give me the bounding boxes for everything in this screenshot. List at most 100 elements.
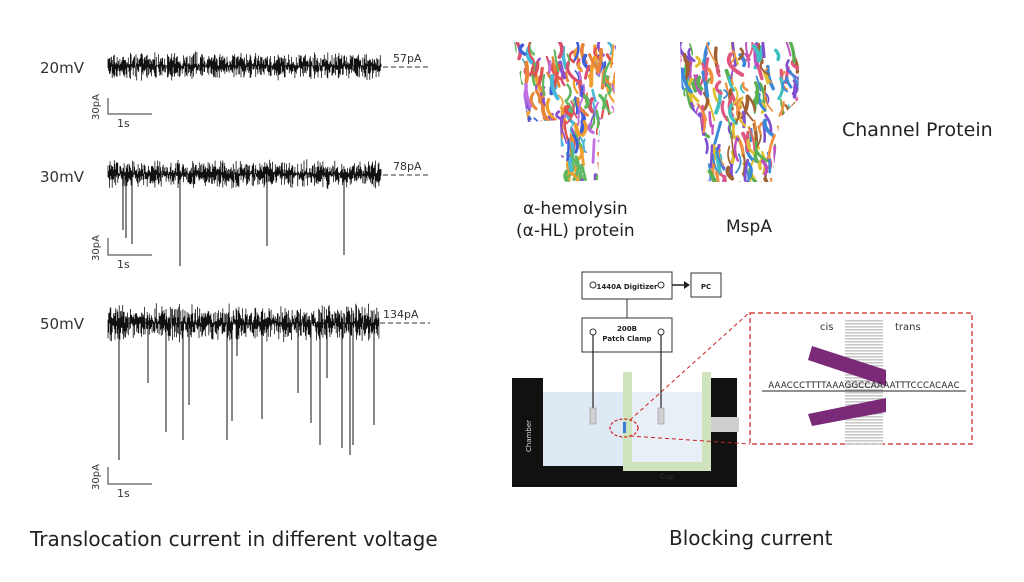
hemolysin-strand [605,160,612,178]
hemolysin-strand [598,129,602,140]
hemolysin-strand [517,166,523,182]
mspa-strand [733,139,740,162]
hemolysin-strand [525,148,536,162]
patch-clamp-label-1: 200B [617,325,637,333]
hemolysin-strand [573,42,580,62]
mspa-strand [688,115,696,132]
mspa-strand [778,100,785,117]
hemolysin-strand [574,96,579,115]
current-label-57pa: 57pA [393,52,422,65]
scale-x-label: 1s [117,258,130,271]
hemolysin-strand [588,53,601,73]
trace-30mv-noise [107,159,382,190]
mspa-strand [680,174,685,182]
mspa-strand [697,162,704,182]
hemolysin-strand [523,167,531,182]
mspa-strand [735,111,741,124]
mspa-strand [726,115,732,139]
hemolysin-strand [611,77,616,103]
scale-x-label: 1s [117,487,130,500]
hemolysin-strand [542,141,549,156]
hemolysin-strand [530,137,537,158]
mspa-strand [731,136,736,158]
mspa-strand [680,55,682,79]
mspa-strand [720,100,730,122]
hemolysin-strand [541,74,546,97]
trace-20mv-noise [107,51,382,81]
mspa-strand [756,184,760,195]
mspa-strand [745,42,754,62]
hemolysin-strand [556,144,564,158]
hemolysin-strand [615,136,616,151]
voltage-label-50mv: 50mV [40,315,84,333]
trace-50mv-noise [107,303,380,343]
hemolysin-strand [520,108,526,122]
lipid-stripe [845,434,883,436]
mspa-strand [795,133,800,156]
mspa-strand [773,171,781,182]
mspa-strand [774,152,781,169]
hemolysin-strand [523,148,532,166]
hemolysin-strand [577,179,582,182]
hemolysin-strand [549,125,559,145]
hemolysin-strand [564,71,570,83]
mspa-strand [686,130,701,155]
mspa-strand [695,105,700,120]
mspa-strand [783,158,794,182]
hemolysin-strand [602,60,611,84]
lipid-stripe [845,395,883,397]
mspa-strand [675,178,678,191]
callout-line-top [629,311,751,421]
hemolysin-strand [537,120,544,145]
hemolysin-strand [566,160,575,180]
mspa-strand [725,165,735,181]
hemolysin-strand [535,127,544,148]
hemolysin-strand [586,122,595,135]
hemolysin-strand [551,144,558,159]
mspa-strand [712,87,719,103]
hemolysin-strand [566,137,570,162]
hemolysin-strand [613,68,616,93]
lipid-stripe [845,362,883,364]
chamber-label: Chamber [525,420,533,452]
hemolysin-strand [548,142,560,165]
hemolysin-strand [514,42,517,57]
mspa-strand [759,59,770,76]
hemolysin-strand [514,171,519,182]
mspa-strand [796,175,800,182]
mspa-strand [685,138,693,152]
hemolysin-strand [584,64,591,80]
hemolysin-strand [533,117,540,129]
mspa-strand [701,110,707,134]
mspa-strand [784,104,790,121]
hemolysin-strand [543,165,551,181]
lipid-stripe [845,356,883,358]
scale-y-label: 30pA [91,235,102,261]
mspa-strand [702,165,707,182]
hemolysin-strand [530,65,538,77]
mspa-strand [680,154,684,176]
mspa-strand [688,156,696,169]
hemolysin-strand [522,118,533,142]
hemolysin-strand [580,163,588,182]
mspa-strand [787,42,796,64]
hemolysin-strand [580,178,589,182]
mspa-label: MspA [726,217,772,237]
mspa-strand [774,48,781,62]
mspa-strand [681,160,685,179]
mspa-strand [707,67,714,85]
mspa-strand [777,144,784,167]
hemolysin-strand [529,177,535,182]
lipid-stripe [845,353,883,355]
lipid-stripe [845,383,883,385]
hemolysin-strand [602,153,616,176]
pore-top [808,346,886,386]
mspa-strand [680,163,682,182]
mspa-strand [754,90,760,105]
mspa-strand [763,177,771,182]
hemolysin-strand [550,146,558,160]
mspa-strand [681,67,693,94]
hemolysin-strand [558,94,564,109]
lipid-stripe [845,338,883,340]
mspa-strand [685,116,693,141]
